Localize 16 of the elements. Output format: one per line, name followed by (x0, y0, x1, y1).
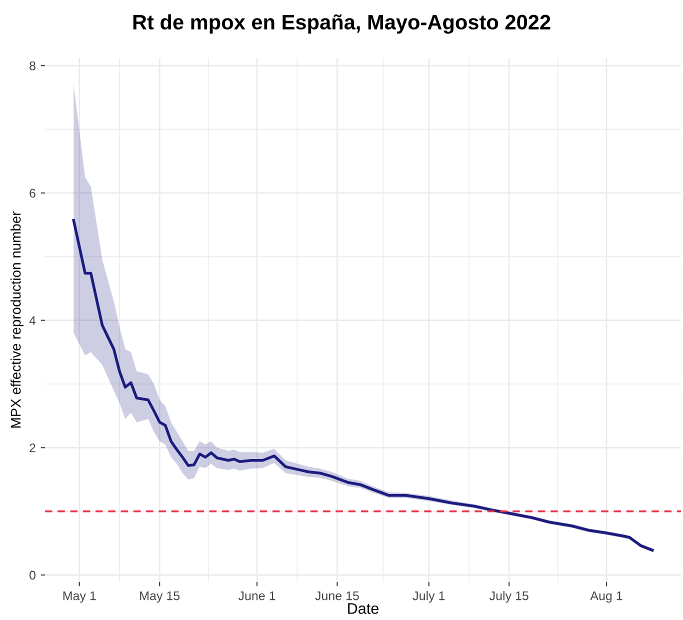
y-tick-label: 8 (30, 61, 36, 70)
x-tick-label: May 15 (140, 591, 180, 603)
x-axis-title: Date (348, 603, 378, 614)
x-tick-label: June 1 (238, 591, 276, 600)
y-tick-label: 2 (30, 443, 36, 452)
chart-title: Rt de mpox en España, Mayo-Agosto 2022 (133, 14, 550, 34)
x-tick-label: July 15 (490, 591, 528, 603)
x-tick-label: June 15 (315, 591, 359, 600)
y-tick-label: 0 (30, 570, 36, 580)
y-tick-label: 6 (30, 188, 36, 198)
x-tick-label: May 1 (63, 591, 96, 603)
line-series (72, 218, 654, 552)
y-axis-title: MPX effective reproduction number (10, 211, 24, 428)
y-tick-label: 4 (29, 316, 36, 325)
x-tick-label: Aug 1 (590, 591, 622, 603)
x-tick-label: July 1 (412, 591, 445, 603)
